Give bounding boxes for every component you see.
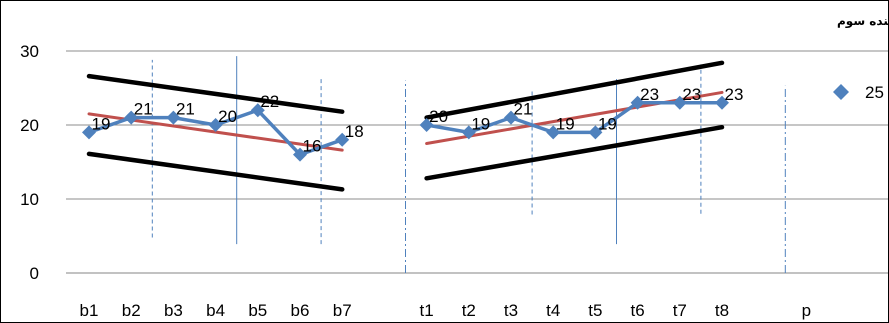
data-marker (335, 132, 350, 147)
data-marker (504, 110, 518, 125)
y-tick-label: 30 (20, 42, 39, 61)
data-label: 19 (598, 114, 617, 133)
trend-line (425, 90, 724, 145)
data-label: 19 (556, 114, 575, 133)
data-marker (293, 147, 307, 162)
envelope-line (86, 151, 345, 192)
data-label: 21 (176, 100, 195, 119)
y-tick-label: 20 (20, 116, 39, 135)
data-label: 23 (640, 85, 659, 104)
data-label: 20 (218, 107, 237, 126)
data-marker (715, 95, 729, 110)
data-marker (166, 110, 181, 125)
data-label: 19 (92, 114, 111, 133)
y-tick-label: 10 (20, 190, 39, 209)
data-marker (630, 95, 645, 110)
x-tick-label: b2 (122, 301, 141, 320)
x-tick-label: t3 (504, 301, 518, 320)
x-tick-label: b7 (333, 301, 352, 320)
x-tick-label: t2 (462, 301, 476, 320)
x-tick-label: t7 (673, 301, 687, 320)
x-tick-label: p (802, 301, 811, 320)
data-marker (250, 103, 265, 118)
data-marker (419, 118, 434, 132)
data-label: 23 (725, 85, 744, 104)
data-marker (208, 118, 223, 132)
x-tick-label: t8 (715, 301, 729, 320)
data-marker (672, 95, 687, 110)
data-label: 20 (429, 107, 448, 126)
y-tick-label: 0 (30, 264, 39, 283)
data-label: 16 (303, 137, 322, 156)
x-tick-label: b6 (291, 301, 310, 320)
legend-label: 25 (865, 83, 884, 102)
data-marker (124, 110, 139, 125)
data-label: 21 (134, 100, 153, 119)
x-tick-label: t5 (588, 301, 602, 320)
x-tick-label: t4 (546, 301, 560, 320)
envelope-line (424, 124, 725, 181)
data-label: 23 (682, 85, 701, 104)
data-label: 19 (471, 114, 490, 133)
data-label: 18 (345, 122, 364, 141)
x-tick-label: t1 (420, 301, 434, 320)
x-tick-label: b5 (248, 301, 267, 320)
series-line (426, 101, 722, 135)
x-tick-label: t6 (631, 301, 645, 320)
data-label: 21 (514, 100, 533, 119)
x-tick-label: b4 (206, 301, 225, 320)
chart-title: شرکت‌کننده سوم (837, 14, 888, 29)
envelope-line (424, 60, 725, 120)
legend-marker (833, 84, 849, 100)
x-tick-label: b1 (80, 301, 99, 320)
envelope-line (86, 73, 345, 114)
x-tick-label: b3 (164, 301, 183, 320)
data-label: 22 (260, 92, 279, 111)
